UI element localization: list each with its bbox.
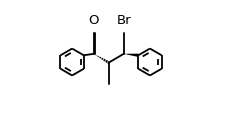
Text: O: O	[88, 15, 99, 27]
Text: Br: Br	[116, 15, 131, 27]
Polygon shape	[124, 54, 138, 57]
